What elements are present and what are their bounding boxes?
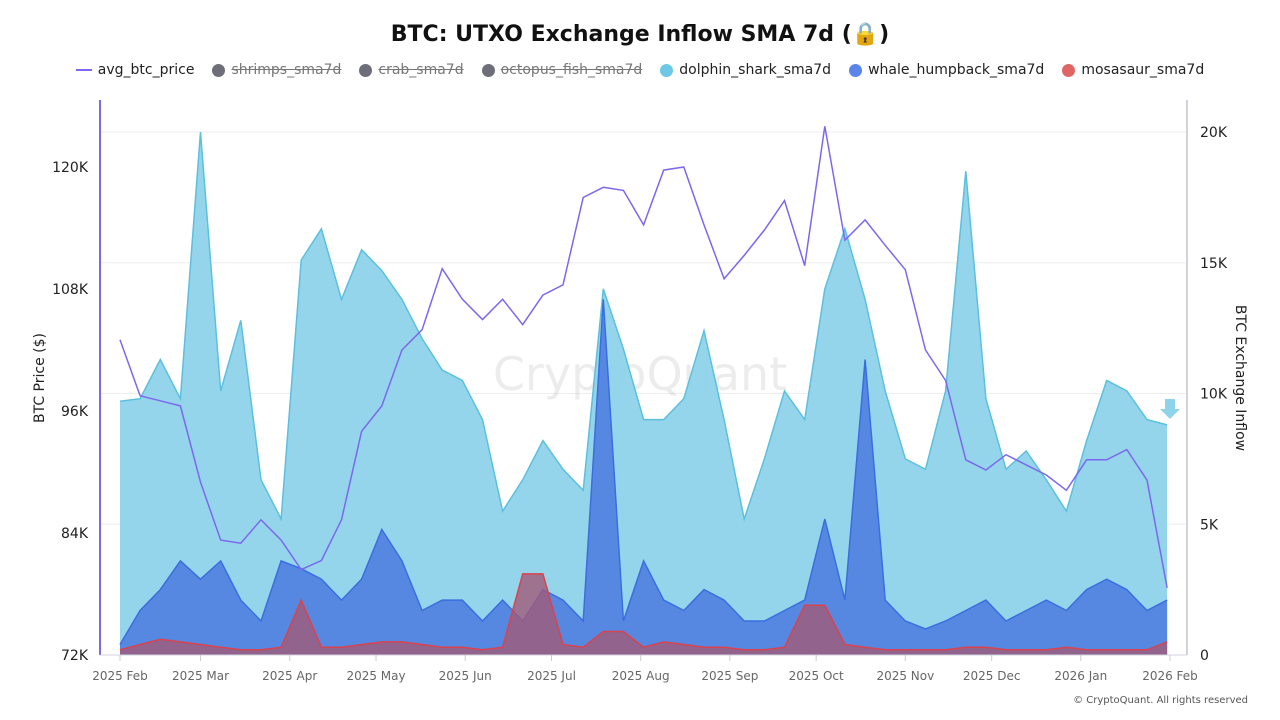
legend-label: mosasaur_sma7d xyxy=(1081,62,1205,78)
x-tick: 2025 Feb xyxy=(92,669,148,683)
watermark: CryptoQuant xyxy=(493,347,787,401)
legend-label: octopus_fish_sma7d xyxy=(500,62,643,78)
legend-item-avg-btc-price[interactable]: avg_btc_price xyxy=(75,62,195,78)
x-tick: 2025 Jun xyxy=(439,669,492,683)
whale-humpback-sma7d-area xyxy=(120,299,1168,655)
x-tick: 2025 Apr xyxy=(262,669,317,683)
y-left-tick: 120K xyxy=(52,160,89,176)
x-tick: 2026 Feb xyxy=(1142,669,1198,683)
x-tick: 2025 Nov xyxy=(876,669,934,683)
dot-marker-icon xyxy=(212,63,226,77)
y-left-tick: 84K xyxy=(61,526,89,542)
y-right-tick: 20K xyxy=(1200,125,1228,141)
y-right-tick: 10K xyxy=(1200,387,1228,403)
dot-marker-icon xyxy=(1062,63,1076,77)
x-tick: 2025 Aug xyxy=(612,669,670,683)
x-tick: 2025 Dec xyxy=(963,669,1021,683)
x-tick: 2025 Mar xyxy=(172,669,229,683)
x-tick: 2026 Jan xyxy=(1054,669,1107,683)
whale-humpback-sma7d-line xyxy=(119,299,1168,645)
avg-btc-price-line xyxy=(119,126,1168,589)
y-axis-left-label: BTC Price ($) xyxy=(32,333,48,423)
lines xyxy=(119,126,1168,589)
y-left-tick: 108K xyxy=(52,282,89,298)
dot-marker-icon xyxy=(359,63,373,77)
y-right-tick: 15K xyxy=(1200,256,1228,272)
dot-marker-icon xyxy=(481,63,495,77)
legend-item-crab-sma7d[interactable]: crab_sma7d xyxy=(359,62,464,78)
line-marker-icon xyxy=(75,69,92,71)
dolphin-shark-sma7d-area xyxy=(120,132,1168,655)
mosasaur-sma7d-line xyxy=(119,573,1168,651)
x-tick: 2025 Jul xyxy=(527,669,576,683)
legend-item-whale-humpback-sma7d[interactable]: whale_humpback_sma7d xyxy=(849,62,1044,78)
legend-item-octopus-fish-sma7d[interactable]: octopus_fish_sma7d xyxy=(481,62,643,78)
legend-label: avg_btc_price xyxy=(97,62,195,78)
legend-item-shrimps-sma7d[interactable]: shrimps_sma7d xyxy=(212,62,341,78)
dot-marker-icon xyxy=(849,63,863,77)
dot-marker-icon xyxy=(660,63,674,77)
latest-value-arrow-icon xyxy=(1160,399,1180,419)
y-right-tick: 0 xyxy=(1200,648,1209,664)
x-tick: 2025 Oct xyxy=(789,669,844,683)
axes: 0 5K 10K 15K 20K 72K 84K 96K 108K 120K 2025 Feb 202… xyxy=(52,100,1228,683)
legend-label: whale_humpback_sma7d xyxy=(868,62,1045,78)
legend-item-mosasaur-sma7d[interactable]: mosasaur_sma7d xyxy=(1062,62,1204,78)
chart-title: BTC: UTXO Exchange Inflow SMA 7d (🔒) xyxy=(390,22,890,47)
y-left-tick: 96K xyxy=(61,404,89,420)
legend: avg_btc_price shrimps_sma7d crab_sma7d octo… xyxy=(0,62,1280,78)
x-tick: 2025 Sep xyxy=(701,669,758,683)
y-left-tick: 72K xyxy=(61,648,89,664)
x-tick: 2025 May xyxy=(346,669,405,683)
copyright: © CryptoQuant. All rights reserved xyxy=(1073,695,1248,706)
legend-item-dolphin-shark-sma7d[interactable]: dolphin_shark_sma7d xyxy=(660,62,831,78)
legend-label: dolphin_shark_sma7d xyxy=(679,62,832,78)
legend-label: crab_sma7d xyxy=(378,62,464,78)
areas xyxy=(119,131,1168,655)
y-axis-right-label: BTC Exchange Inflow xyxy=(1232,305,1248,451)
y-right-tick: 5K xyxy=(1200,517,1219,533)
dolphin-shark-sma7d-line xyxy=(119,131,1168,522)
legend-label: shrimps_sma7d xyxy=(231,62,342,78)
